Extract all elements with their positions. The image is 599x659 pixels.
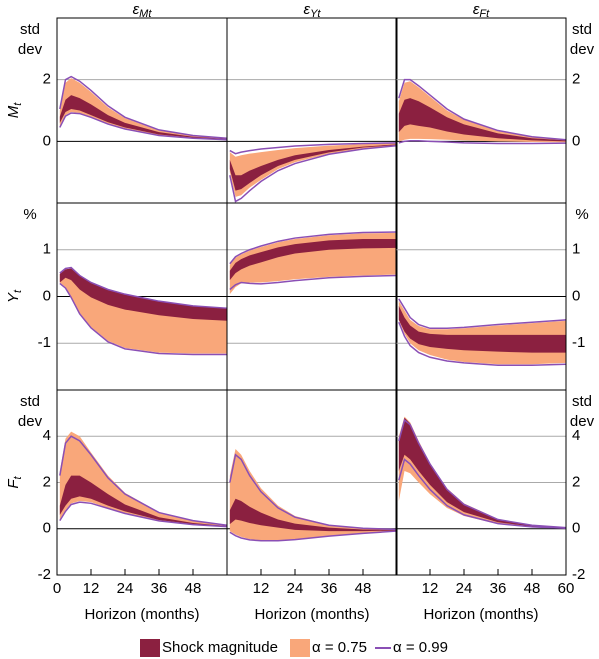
band-upper-line [59,435,228,527]
row-label-main: M [5,105,22,118]
row-label: Mt [5,102,24,119]
y-tick-label: -2 [38,566,51,583]
unit-label: dev [570,413,595,430]
band-upper-line [229,453,398,531]
unit-label: dev [570,41,595,58]
x-tick-label: 12 [422,580,439,597]
y-tick-label: -2 [572,566,585,583]
y-tick-label: 0 [43,132,51,149]
x-tick-label: 12 [83,580,100,597]
unit-label: std [20,21,40,38]
unit-label: % [575,206,588,223]
band [398,305,566,353]
band [229,144,397,191]
unit-label: std [572,21,592,38]
band [229,143,397,197]
unit-label: std [20,393,40,410]
y-tick-label: 2 [572,71,580,88]
row-label: Ft [5,475,24,488]
x-tick-label: 0 [53,580,61,597]
column-title-sub: Ft [479,8,490,20]
band-upper-line [229,142,398,155]
band-upper-line [59,75,228,139]
y-tick-label: 1 [572,241,580,258]
band-upper-line [59,266,228,309]
unit-label: std [572,393,592,410]
x-tick-label: 12 [253,580,270,597]
column-title: εMt [133,1,153,20]
row-label-sub: t [12,289,24,293]
band-upper-line [398,78,567,141]
band [229,238,397,281]
x-tick-label: 48 [185,580,202,597]
y-tick-label: 4 [572,427,580,444]
y-tick-label: 0 [43,287,51,304]
band-lower-line [398,321,567,366]
band [398,98,566,142]
y-tick-label: 1 [43,241,51,258]
row-label-sub: t [12,475,24,479]
x-tick-label: 36 [490,580,507,597]
row-label-main: Y [5,292,22,303]
band-upper-line [398,298,567,330]
column-title: εYt [304,1,322,20]
unit-label: dev [18,41,43,58]
row-label-main: F [5,479,22,489]
column-title-main: ε [473,1,480,18]
band [398,417,566,529]
x-tick-label: 48 [524,580,541,597]
band-lower-line [59,112,228,141]
y-tick-label: 0 [572,132,580,149]
y-tick-label: -1 [572,334,585,351]
band-upper-line [229,231,398,265]
band-lower-line [398,139,567,145]
legend-swatch [290,639,310,657]
legend-swatch [140,639,160,657]
legend-label: α = 0.75 [312,639,367,656]
x-tick-label: 24 [456,580,473,597]
x-axis-label: Horizon (months) [423,606,538,623]
y-tick-label: 2 [43,473,51,490]
band-lower-line [229,144,398,203]
y-tick-label: 0 [572,520,580,537]
y-tick-label: 0 [43,520,51,537]
column-title-sub: Yt [310,8,321,20]
band [59,95,228,140]
band-upper-line [398,418,567,529]
x-tick-label: 24 [287,580,304,597]
x-axis-label: Horizon (months) [254,606,369,623]
legend-label: α = 0.99 [393,639,448,656]
y-tick-label: -1 [38,334,51,351]
y-tick-label: 2 [572,473,580,490]
y-tick-label: 2 [43,71,51,88]
column-title-sub: Mt [139,8,152,20]
x-tick-label: 36 [151,580,168,597]
unit-label: dev [18,413,43,430]
x-tick-label: 48 [355,580,372,597]
band [229,498,397,532]
band-lower-line [398,458,567,530]
panel-frame [395,389,567,576]
x-tick-label: 60 [558,580,575,597]
column-title-main: ε [133,1,140,18]
row-label: Yt [5,289,24,303]
x-axis-label: Horizon (months) [84,606,199,623]
band-lower-line [229,530,398,542]
unit-label: % [23,206,36,223]
column-title-main: ε [304,1,311,18]
x-tick-label: 36 [321,580,338,597]
y-tick-label: 4 [43,427,51,444]
band-lower-line [59,282,227,356]
row-label-sub: t [12,102,24,106]
band-lower-line [59,501,228,528]
band [59,268,228,321]
x-tick-label: 24 [117,580,134,597]
band [59,475,228,527]
band-lower-line [229,274,398,291]
y-tick-label: 0 [572,287,580,304]
legend-label: Shock magnitude [162,639,278,656]
column-title: εFt [473,1,490,20]
